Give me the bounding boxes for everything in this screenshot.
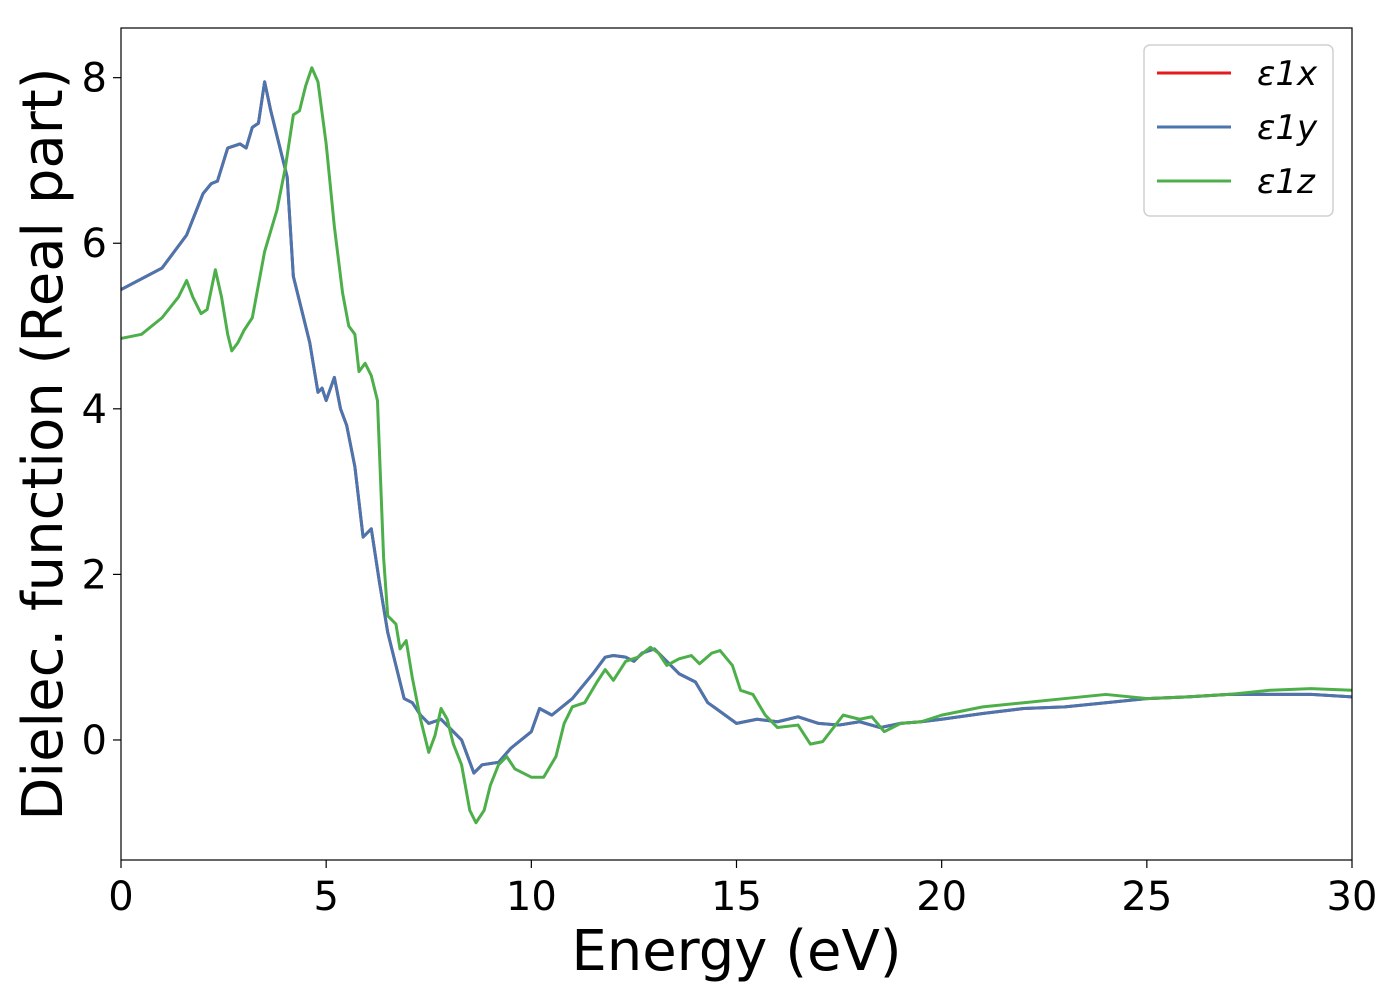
x-tick-label: 0 [108,874,133,920]
x-tick-label: 10 [506,874,557,920]
series-line-1 [120,80,1353,775]
legend-box [1143,44,1334,217]
y-tick-label: 4 [82,387,107,433]
series-line-2 [120,66,1353,825]
x-tick-label: 5 [313,874,338,920]
y-tick-label: 0 [82,718,107,764]
y-tick-label: 6 [82,221,107,267]
legend-label: ε1x [1257,54,1318,94]
x-tick-label: 30 [1327,874,1378,920]
x-axis-label: Energy (eV) [571,919,901,984]
legend-label: ε1y [1257,108,1318,148]
x-tick-label: 15 [711,874,762,920]
x-tick-label: 25 [1121,874,1172,920]
legend-label: ε1z [1257,162,1316,202]
legend: ε1x ε1y ε1z [1143,44,1334,217]
y-axis-label: Dielec. function (Real part) [11,67,76,820]
series-layer [120,66,1353,825]
y-tick-label: 2 [82,552,107,598]
y-tick-label: 8 [82,56,107,102]
ticks-layer: 0 5 10 15 20 25 30 0 2 4 6 8 [82,56,1378,920]
x-tick-label: 20 [916,874,967,920]
